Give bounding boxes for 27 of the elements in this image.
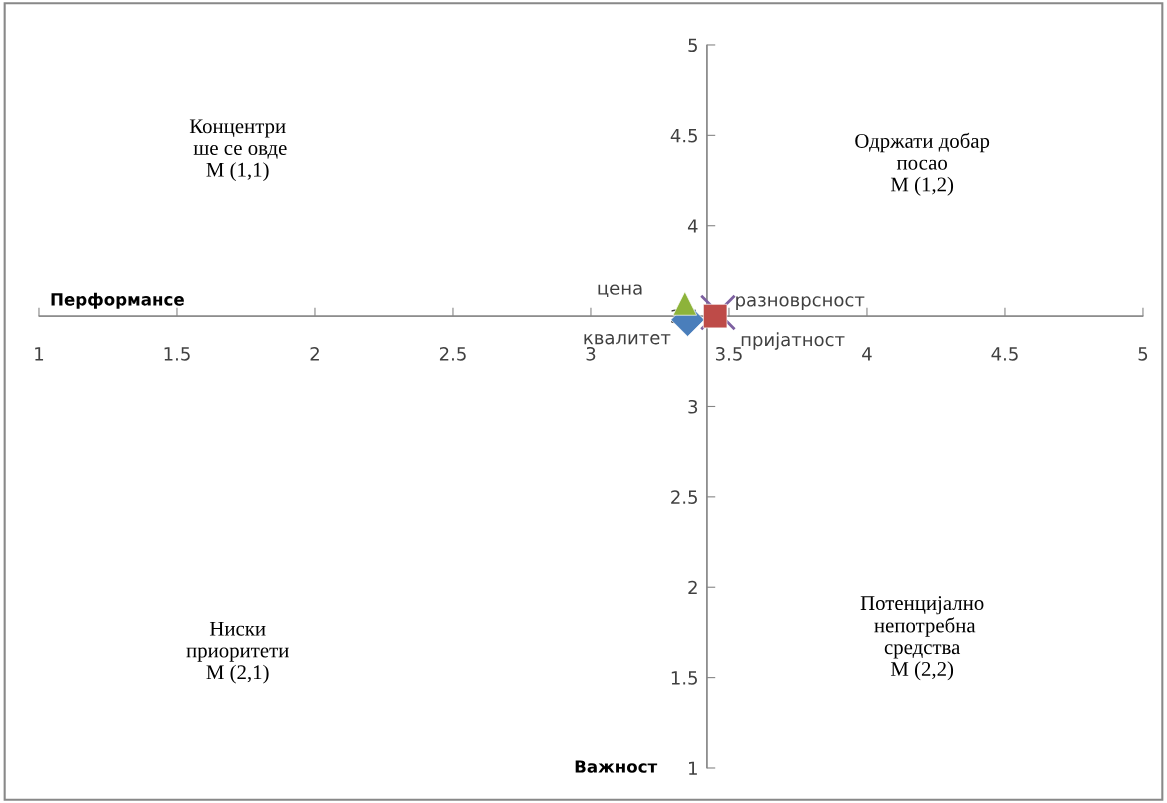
x-tick-label: 3.5	[715, 346, 742, 361]
x-tick-label: 2	[310, 346, 319, 361]
series-label: разноврсност	[736, 296, 865, 311]
y-tick-label: 2.5	[671, 490, 697, 504]
series-label: пријатност	[741, 332, 845, 350]
y-tick-label: 1	[689, 761, 697, 775]
y-tick-label: 4.5	[670, 129, 697, 143]
x-tick-label: 1.5	[164, 347, 190, 361]
x-axis-title: Перформансе	[51, 292, 184, 309]
annotation: Ниски приоритети М (2,1)	[186, 621, 289, 684]
annotation: Концентри ше се овде М (1,1)	[189, 119, 287, 182]
y-tick-label: 3	[688, 399, 698, 414]
y-tick-label: 4	[687, 219, 698, 233]
annotation: Потенцијално непотребна средства М (2,2)	[860, 596, 984, 681]
y-tick-label: 2	[688, 580, 697, 595]
x-tick-label: 4.5	[991, 347, 1018, 361]
y-tick-label: 5	[688, 38, 697, 53]
x-tick-label: 5	[1138, 347, 1148, 361]
y-axis-title: Важност	[575, 760, 658, 773]
annotation: Одржати добар посао М (1,2)	[855, 132, 990, 196]
x-tick-label: 4	[862, 347, 872, 361]
x-tick-label: 3	[586, 346, 596, 361]
x-tick-label: 1	[35, 347, 44, 361]
series-label: квалитет	[584, 334, 671, 345]
y-tick-label: 1.5	[671, 671, 697, 685]
text: цена	[598, 284, 642, 298]
x-tick-label: 2.5	[439, 346, 466, 361]
